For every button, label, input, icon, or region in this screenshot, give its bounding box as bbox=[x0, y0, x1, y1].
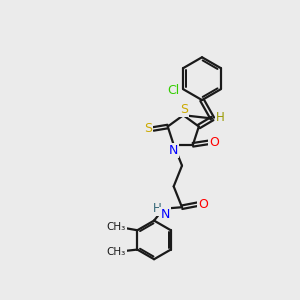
Text: O: O bbox=[198, 198, 208, 211]
Text: H: H bbox=[216, 110, 225, 124]
Text: Cl: Cl bbox=[167, 84, 179, 98]
Text: O: O bbox=[209, 136, 219, 149]
Text: H: H bbox=[153, 202, 161, 214]
Text: N: N bbox=[168, 144, 178, 157]
Text: N: N bbox=[160, 208, 170, 220]
Text: CH₃: CH₃ bbox=[106, 247, 126, 256]
Text: S: S bbox=[144, 122, 152, 135]
Text: CH₃: CH₃ bbox=[106, 222, 126, 232]
Text: S: S bbox=[180, 103, 188, 116]
